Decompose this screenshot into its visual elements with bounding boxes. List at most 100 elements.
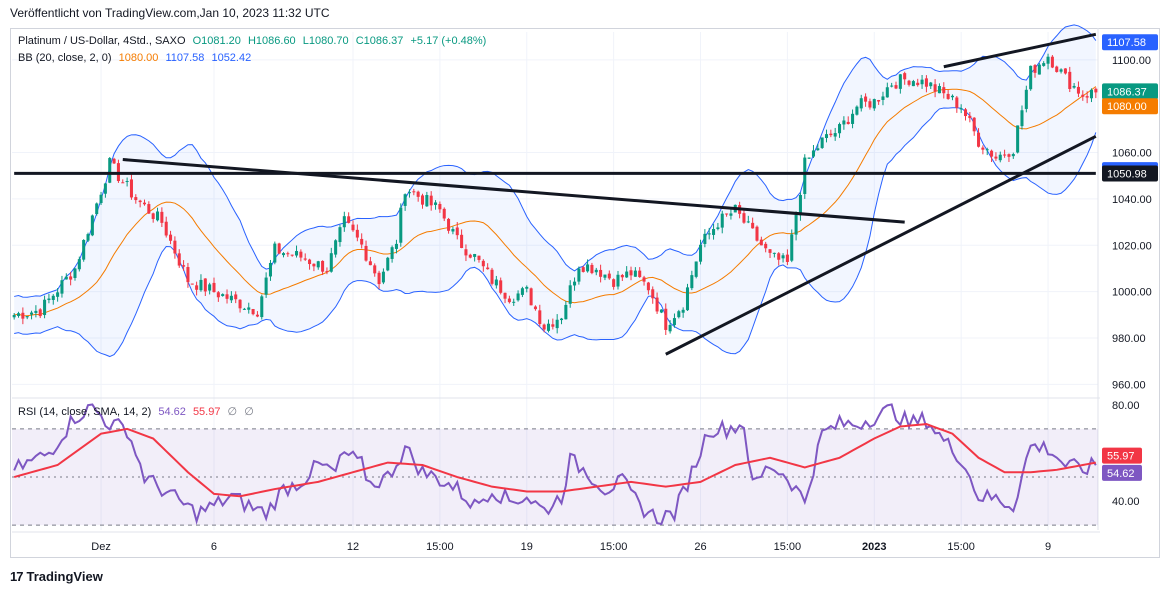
candle-body <box>151 213 155 219</box>
candle-body <box>286 253 290 255</box>
candle-body <box>555 319 559 329</box>
time-tick-label: 15:00 <box>947 541 975 553</box>
rsi-tag-bg <box>1102 464 1142 481</box>
candle-body <box>303 258 307 260</box>
candle-body <box>290 254 294 256</box>
candle-body <box>959 108 963 110</box>
candle-body <box>855 106 859 115</box>
candle-body <box>672 318 676 326</box>
candle-body <box>329 253 333 272</box>
candle-body <box>134 197 138 201</box>
candle-body <box>981 147 985 150</box>
candle-body <box>86 234 90 241</box>
tradingview-logo-icon: 17 <box>10 569 24 584</box>
bb-band-fill <box>14 24 1096 357</box>
candle-body <box>859 98 863 109</box>
candle-body <box>242 308 246 310</box>
candle-body <box>512 301 516 303</box>
candle-body <box>342 216 346 228</box>
candle-body <box>907 80 911 85</box>
candle-body <box>473 254 477 257</box>
candle-body <box>798 194 802 216</box>
candle-body <box>494 279 498 286</box>
candle-body <box>203 278 207 292</box>
rsi-tag-label: 54.62 <box>1107 468 1135 480</box>
candle-body <box>1024 89 1028 109</box>
candle-body <box>30 312 34 315</box>
candle-body <box>864 96 868 102</box>
candle-body <box>729 213 733 216</box>
time-tick-label: 15:00 <box>774 541 802 553</box>
candle-body <box>851 113 855 124</box>
candle-body <box>312 263 316 267</box>
candle-body <box>21 312 25 319</box>
candle-body <box>963 109 968 117</box>
rsi-legend: RSI (14, close, SMA, 14, 2) 54.62 55.97 … <box>18 405 258 418</box>
candle-body <box>186 267 190 283</box>
candle-body <box>399 207 403 243</box>
candle-body <box>60 280 64 294</box>
candle-body <box>281 253 286 256</box>
candle-body <box>564 304 568 320</box>
candle-body <box>877 99 881 102</box>
candle-body <box>1037 64 1041 75</box>
candle-body <box>251 308 255 315</box>
candle-body <box>1016 125 1020 153</box>
candle-body <box>1076 86 1080 94</box>
candle-body <box>603 274 607 278</box>
bb-upper-line <box>14 24 1097 298</box>
candle-body <box>12 314 16 318</box>
candle-body <box>529 288 533 306</box>
candle-body <box>447 218 451 231</box>
candle-body <box>1011 154 1015 157</box>
candle-body <box>829 133 833 136</box>
price-tag-bg <box>1102 83 1158 100</box>
candle-body <box>586 264 590 272</box>
candle-body <box>1003 154 1007 156</box>
tradingview-brand[interactable]: 17 TradingView <box>10 569 103 584</box>
candle-body <box>638 270 642 278</box>
candle-body <box>355 229 359 238</box>
time-tick-label: 6 <box>211 541 217 553</box>
candle-body <box>25 316 29 318</box>
candle-body <box>47 298 51 301</box>
candle-body <box>794 214 798 235</box>
candle-body <box>594 269 598 273</box>
candle-body <box>842 120 846 125</box>
candle-body <box>720 213 724 228</box>
candle-body <box>268 262 272 277</box>
candle-body <box>777 253 781 260</box>
symbol-title[interactable]: Platinum / US-Dollar, 4Std., SAXO <box>18 35 186 47</box>
candle-body <box>699 244 703 262</box>
candle-body <box>416 191 420 197</box>
bb-label[interactable]: BB (20, close, 2, 0) <box>18 52 112 64</box>
candle-body <box>742 213 746 223</box>
candle-body <box>725 213 729 215</box>
candle-body <box>368 261 372 266</box>
candle-body <box>38 309 42 317</box>
candle-body <box>629 270 633 276</box>
candle-body <box>434 202 438 205</box>
candle-body <box>612 279 616 287</box>
price-tick-label: 1060.00 <box>1112 148 1152 160</box>
rsi-label[interactable]: RSI (14, close, SMA, 14, 2) <box>18 406 152 418</box>
candle-body <box>195 285 199 290</box>
candle-body <box>677 311 681 318</box>
candle-body <box>438 203 442 210</box>
candle-body <box>1089 89 1094 99</box>
price-tag-bg <box>1102 34 1158 51</box>
candle-body <box>642 277 646 282</box>
candle-body <box>212 282 216 293</box>
candle-body <box>924 78 928 87</box>
candle-body <box>929 82 933 87</box>
candle-body <box>407 192 411 194</box>
candle-body <box>381 271 385 283</box>
candle-body <box>646 282 650 291</box>
candle-body <box>394 243 398 249</box>
candle-body <box>872 99 876 109</box>
candle-body <box>412 191 416 193</box>
candle-body <box>707 233 711 235</box>
candle-body <box>142 202 147 205</box>
candle-body <box>103 183 107 194</box>
